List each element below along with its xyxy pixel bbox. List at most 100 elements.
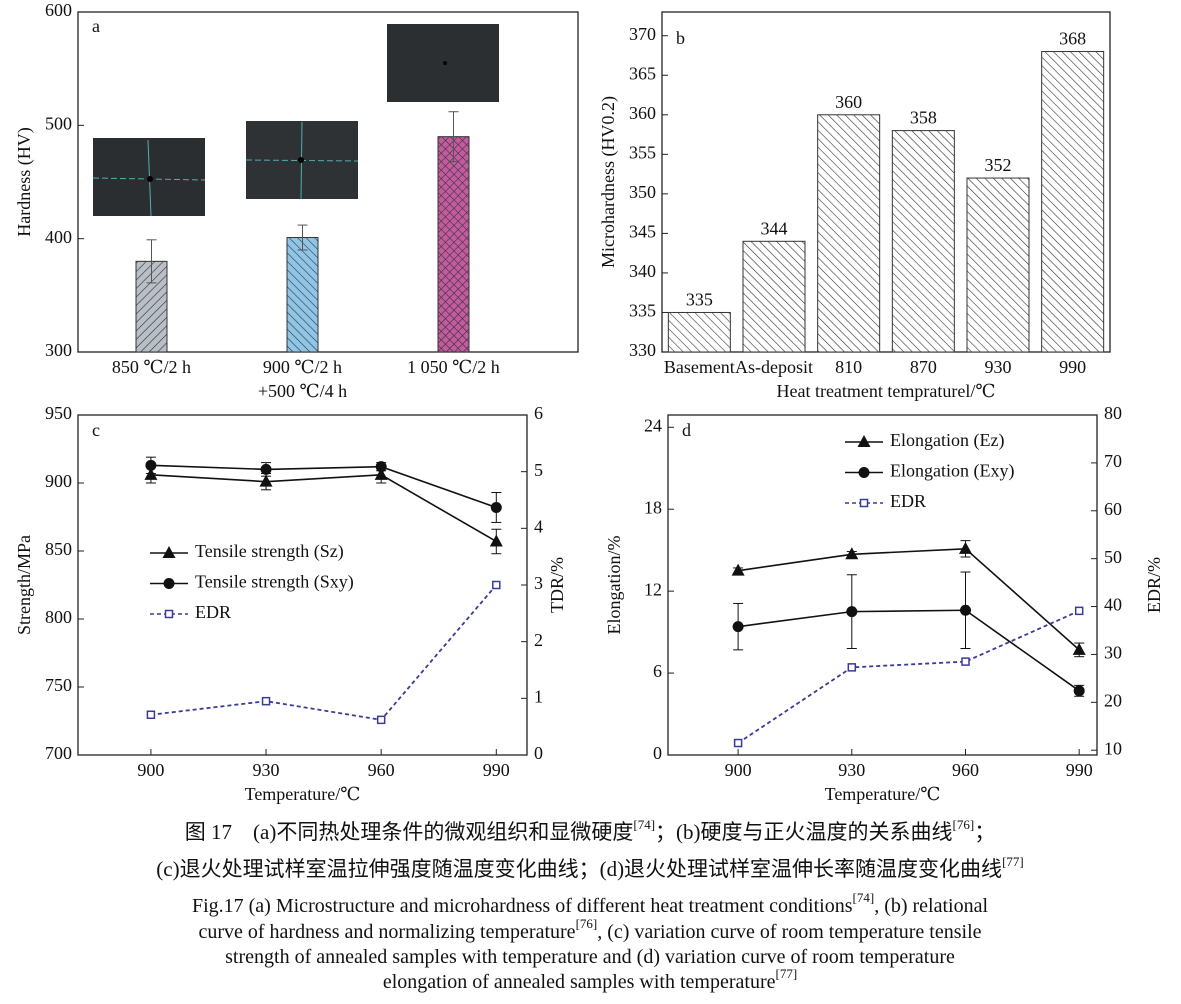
marker-square <box>859 498 869 508</box>
bar <box>286 237 319 353</box>
marker-triangle <box>162 546 176 558</box>
panel-label: c <box>92 420 100 440</box>
legend-label: Elongation (Ez) <box>890 430 1004 451</box>
caption-text: , (b) relational <box>874 895 988 917</box>
value-label: 352 <box>985 155 1012 175</box>
x-tick-label: 930 <box>838 760 865 780</box>
bar <box>891 130 955 353</box>
series-line <box>150 584 497 721</box>
caption-text: Fig.17 (a) Microstructure and microhardn… <box>192 895 853 917</box>
y2-axis-label: TDR/% <box>547 557 567 613</box>
chart-panel: d 0 6 12 18 24 Elongation/% Temperature/℃ 900 930… <box>604 403 1164 804</box>
y-axis-label: Microhardness (HV0.2) <box>598 96 619 268</box>
value-label: 335 <box>686 290 713 310</box>
y2-tick-label: 60 <box>1104 499 1122 519</box>
legend-label: Tensile strength (Sz) <box>195 541 344 562</box>
panel-label: d <box>682 420 691 440</box>
series-line <box>150 464 497 509</box>
x-tick-label: +500 ℃/4 h <box>258 381 347 401</box>
caption-line: curve of hardness and normalizing temper… <box>198 916 981 942</box>
marker-square <box>376 715 386 725</box>
x-tick-label: 960 <box>368 760 395 780</box>
y-tick-label: 355 <box>629 142 656 162</box>
caption-text: elongation of annealed samples with temp… <box>383 971 776 993</box>
y2-tick-label: 0 <box>534 743 543 763</box>
marker-circle <box>490 501 502 513</box>
panel-label: b <box>676 28 685 48</box>
y2-tick-label: 4 <box>534 516 543 536</box>
caption-line: Fig.17 (a) Microstructure and microhardn… <box>192 890 989 916</box>
y-axis-label: Hardness (HV) <box>14 127 35 236</box>
marker-triangle <box>958 541 972 554</box>
marker-circle <box>1073 685 1085 697</box>
caption-text: ； <box>974 820 995 844</box>
y-tick-label: 600 <box>45 0 72 20</box>
caption-reference: [76] <box>953 817 975 832</box>
y2-tick-label: 80 <box>1104 403 1122 423</box>
y-tick-label: 900 <box>45 471 72 491</box>
bar <box>1041 51 1105 353</box>
panel-label: a <box>92 16 100 36</box>
x-tick-label: 960 <box>952 760 979 780</box>
caption-line: 图 17 (a)不同热处理条件的微观组织和显微硬度[74]；(b)硬度与正火温度… <box>185 817 995 843</box>
legend-label: Elongation (Exy) <box>890 461 1014 482</box>
y-tick-label: 0 <box>653 743 662 763</box>
marker-circle <box>145 459 157 471</box>
y-tick-label: 750 <box>45 675 72 695</box>
y-tick-label: 6 <box>653 661 662 681</box>
marker-square <box>146 710 156 720</box>
y2-tick-label: 5 <box>534 460 543 480</box>
value-label: 360 <box>835 92 862 112</box>
y-tick-label: 950 <box>45 403 72 423</box>
caption-text: , (c) variation curve of room temperatur… <box>597 921 981 943</box>
bar <box>966 177 1030 353</box>
y2-tick-label: 1 <box>534 686 543 706</box>
caption-text: 图 17 (a)不同热处理条件的微观组织和显微硬度 <box>185 820 634 844</box>
x-axis-label: Temperature/℃ <box>245 784 361 804</box>
y2-tick-label: 30 <box>1104 643 1122 663</box>
marker-square <box>1074 606 1084 616</box>
caption: 图 17 (a)不同热处理条件的微观组织和显微硬度[74]；(b)硬度与正火温度… <box>156 817 1023 992</box>
marker-circle <box>375 461 387 473</box>
marker-triangle <box>259 474 273 487</box>
plot-frame <box>661 11 1111 353</box>
x-tick-label: 850 ℃/2 h <box>112 357 191 377</box>
marker-triangle <box>845 547 859 560</box>
marker-triangle <box>489 534 503 547</box>
marker-triangle <box>731 563 745 576</box>
chart-panel: b 330 335 340 345 350 355 360 365 370 Microhardnes… <box>598 11 1111 401</box>
y-tick-label: 360 <box>629 103 656 123</box>
series-line <box>737 610 1080 744</box>
x-tick-label: 900 ℃/2 h <box>263 357 342 377</box>
y-tick-label: 300 <box>45 340 72 360</box>
marker-circle <box>260 463 272 475</box>
marker-triangle <box>857 435 871 447</box>
y-axis-label: Elongation/% <box>604 536 624 635</box>
value-label: 368 <box>1059 29 1086 49</box>
legend-label: Tensile strength (Sxy) <box>195 572 354 593</box>
caption-line: (c)退火处理试样室温拉伸强度随温度变化曲线；(d)退火处理试样室温伸长率随温度… <box>156 854 1023 880</box>
caption-reference: [74] <box>633 817 655 832</box>
y2-tick-label: 20 <box>1104 690 1122 710</box>
caption-line: elongation of annealed samples with temp… <box>383 966 797 992</box>
caption-reference: [74] <box>853 890 875 905</box>
y-tick-label: 500 <box>45 113 72 133</box>
chart-panel: a 300 400 500 600 Hardness (HV) 850 ℃/2 h 900 ℃… <box>14 0 579 401</box>
y2-tick-label: 50 <box>1104 547 1122 567</box>
x-axis-label: Temperature/℃ <box>825 784 941 804</box>
x-axis-label: Heat treatment tempraturel/℃ <box>776 381 995 401</box>
y-tick-label: 24 <box>644 415 662 435</box>
series-line <box>150 474 497 543</box>
marker-circle <box>858 467 870 478</box>
x-tick-label: 930 <box>253 760 280 780</box>
caption-text: strength of annealed samples with temper… <box>225 946 955 968</box>
marker-circle <box>959 604 971 616</box>
marker-circle <box>846 606 858 618</box>
marker-square <box>164 609 174 619</box>
marker-square <box>492 580 501 590</box>
y-tick-label: 800 <box>45 607 72 627</box>
chart-panel: c 700 750 800 850 900 950 Strength/MPa Temperatu… <box>14 403 567 804</box>
y2-tick-label: 10 <box>1104 738 1122 758</box>
legend-label: EDR <box>890 491 926 511</box>
plot-frame <box>77 11 579 353</box>
